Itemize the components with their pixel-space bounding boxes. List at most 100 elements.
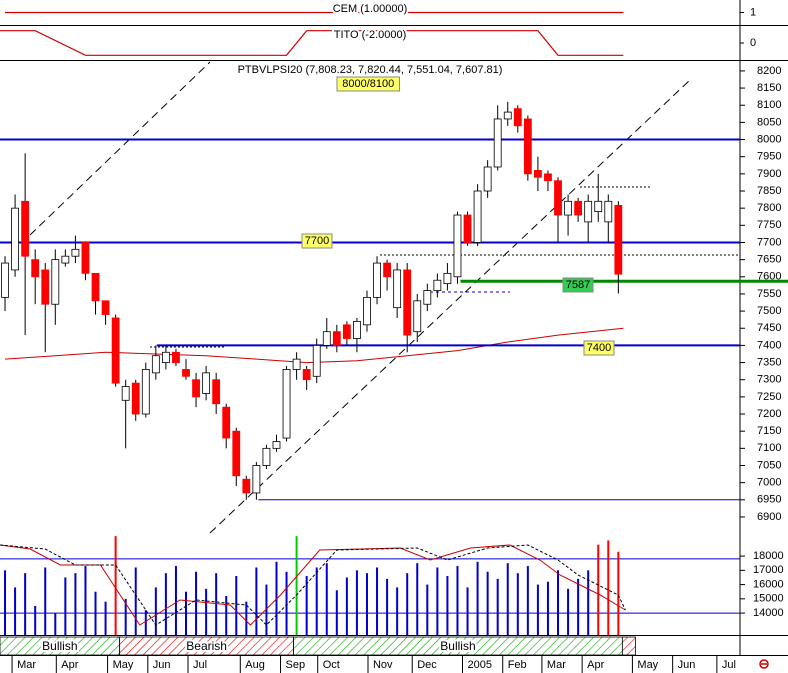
candle-body: [574, 200, 583, 216]
x-tick-label: Mar: [547, 659, 566, 671]
x-tick-label: Jul: [722, 659, 736, 671]
volume-bar: [506, 563, 509, 635]
x-tick-label: Apr: [587, 659, 604, 671]
candle-body: [342, 324, 351, 339]
y-tick-label: 7400: [757, 339, 781, 351]
candle-body: [433, 279, 442, 291]
y-tick-label: 7500: [757, 305, 781, 317]
candle-body: [604, 200, 613, 223]
candle-body: [332, 331, 341, 346]
y-tick-label: 14000: [753, 607, 784, 619]
volume-bar: [154, 587, 157, 635]
candle-body: [51, 259, 60, 305]
y-tick-label: 7550: [757, 288, 781, 300]
volume-bar: [315, 567, 318, 635]
y-tick-label: 8150: [757, 82, 781, 94]
candle-body: [121, 386, 130, 401]
volume-bar: [557, 570, 560, 635]
x-tick-label: May: [113, 659, 134, 671]
volume-bar: [144, 610, 147, 635]
y-tick-label: 7300: [757, 374, 781, 386]
oscillator-line: [0, 544, 626, 626]
candle-body: [322, 331, 331, 346]
y-tick-label: 6900: [757, 511, 781, 523]
volume-bar: [386, 578, 389, 635]
candle-body: [594, 200, 603, 212]
candle-body: [192, 379, 200, 398]
candle-body: [493, 118, 502, 168]
volume-bar: [536, 584, 539, 635]
signal-label: Bearish: [186, 639, 227, 653]
volume-bar: [305, 576, 308, 635]
volume-bar: [255, 567, 258, 635]
candle-body: [81, 242, 90, 274]
candle-body: [393, 269, 402, 309]
signal-label: Bullish: [440, 639, 475, 653]
y-tick-label: 0: [750, 37, 756, 49]
candle-body: [141, 369, 150, 415]
candle-body: [272, 441, 281, 449]
moving-average: [4, 327, 624, 364]
y-tick-label: 15000: [753, 593, 784, 605]
candle-body: [534, 170, 542, 178]
volume-bar: [285, 571, 288, 635]
y-tick-label: 7850: [757, 185, 781, 197]
candle-body: [513, 108, 522, 127]
candle-body: [614, 204, 623, 275]
candle-body: [21, 200, 30, 257]
volume-bar: [164, 573, 167, 635]
volume-bar: [44, 567, 47, 635]
y-tick-label: 8100: [757, 99, 781, 111]
indicator-line: [0, 30, 624, 56]
candle-body: [523, 118, 532, 175]
y-tick-label: 8200: [757, 65, 781, 77]
volume-bar: [365, 573, 368, 635]
x-tick-label: Aug: [245, 659, 265, 671]
y-tick-label: 7050: [757, 459, 781, 471]
y-tick-label: 17000: [753, 564, 784, 576]
candle-body: [31, 259, 40, 278]
volume-bar: [345, 577, 348, 635]
candle-body: [584, 200, 593, 223]
y-tick-label: 1: [750, 6, 756, 18]
volume-bar: [355, 570, 358, 635]
candle-body: [151, 355, 160, 374]
candle-body: [212, 379, 221, 405]
volume-bar: [74, 573, 77, 635]
y-tick-label: 7950: [757, 151, 781, 163]
volume-bar: [174, 566, 177, 635]
candle-body: [101, 300, 110, 315]
volume-bar: [426, 584, 429, 635]
x-tick-label: Dec: [417, 659, 437, 671]
volume-bar: [617, 551, 620, 635]
x-tick-label: Feb: [508, 659, 527, 671]
candle-body: [61, 255, 70, 264]
y-tick-label: 7250: [757, 391, 781, 403]
x-tick-label: Jun: [153, 659, 171, 671]
volume-bar: [567, 588, 570, 635]
candle-body: [564, 200, 572, 216]
volume-bar: [185, 591, 188, 635]
candle-body: [182, 369, 190, 377]
settings-icon[interactable]: [759, 659, 769, 669]
volume-bar: [396, 587, 399, 635]
volume-bar: [245, 601, 248, 635]
y-tick-label: 6950: [757, 494, 781, 506]
volume-bar: [587, 570, 590, 635]
volume-bar: [325, 563, 328, 635]
candle-body: [544, 173, 552, 182]
candle-body: [312, 345, 321, 377]
volume-bar: [335, 590, 338, 635]
x-tick-label: Jul: [193, 659, 207, 671]
volume-bar: [436, 567, 439, 635]
x-tick-label: Apr: [61, 659, 78, 671]
volume-bar: [84, 566, 87, 635]
y-tick-label: 7800: [757, 202, 781, 214]
level-label: 8000/8100: [342, 78, 394, 90]
y-tick-label: 7600: [757, 271, 781, 283]
y-tick-label: 7350: [757, 356, 781, 368]
y-tick-label: 7100: [757, 442, 781, 454]
volume-bar: [607, 540, 610, 635]
y-tick-label: 7450: [757, 322, 781, 334]
candle-body: [453, 214, 462, 278]
